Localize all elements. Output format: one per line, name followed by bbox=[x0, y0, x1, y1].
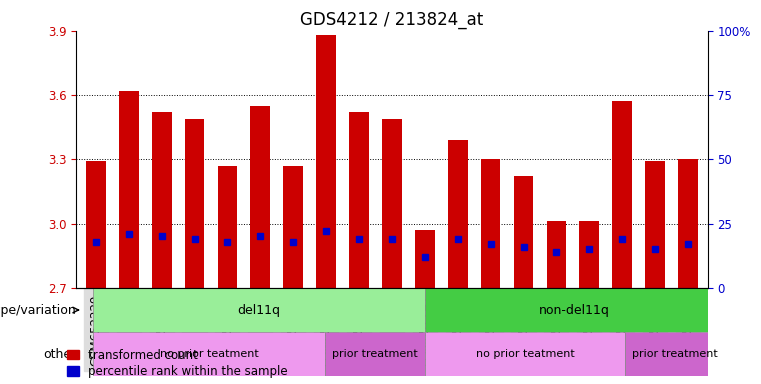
Bar bbox=[283, 166, 303, 288]
Bar bbox=[86, 161, 106, 288]
Bar bbox=[326, 332, 425, 376]
Bar bbox=[625, 332, 724, 376]
Text: other: other bbox=[43, 348, 76, 361]
Bar bbox=[250, 106, 270, 288]
Bar bbox=[546, 222, 566, 288]
Text: del11q: del11q bbox=[237, 303, 281, 316]
Text: genotype/variation: genotype/variation bbox=[0, 303, 76, 316]
Bar bbox=[93, 288, 425, 332]
Bar bbox=[579, 222, 599, 288]
Bar bbox=[425, 288, 724, 332]
Bar bbox=[514, 177, 533, 288]
Bar bbox=[349, 112, 369, 288]
Bar bbox=[645, 161, 665, 288]
Legend: transformed count, percentile rank within the sample: transformed count, percentile rank withi… bbox=[67, 349, 288, 378]
Bar bbox=[185, 119, 205, 288]
Text: non-del11q: non-del11q bbox=[540, 303, 610, 316]
Text: prior treatment: prior treatment bbox=[632, 349, 718, 359]
Bar bbox=[415, 230, 435, 288]
Bar bbox=[93, 332, 326, 376]
Bar bbox=[481, 159, 501, 288]
Title: GDS4212 / 213824_at: GDS4212 / 213824_at bbox=[301, 12, 483, 30]
Bar bbox=[317, 35, 336, 288]
Bar bbox=[425, 332, 625, 376]
Bar bbox=[119, 91, 139, 288]
Bar bbox=[151, 112, 171, 288]
Text: no prior teatment: no prior teatment bbox=[476, 349, 575, 359]
Bar bbox=[447, 140, 467, 288]
Bar bbox=[382, 119, 402, 288]
Bar bbox=[678, 159, 698, 288]
Bar bbox=[218, 166, 237, 288]
Bar bbox=[613, 101, 632, 288]
Text: prior treatment: prior treatment bbox=[333, 349, 418, 359]
Text: no prior teatment: no prior teatment bbox=[160, 349, 259, 359]
